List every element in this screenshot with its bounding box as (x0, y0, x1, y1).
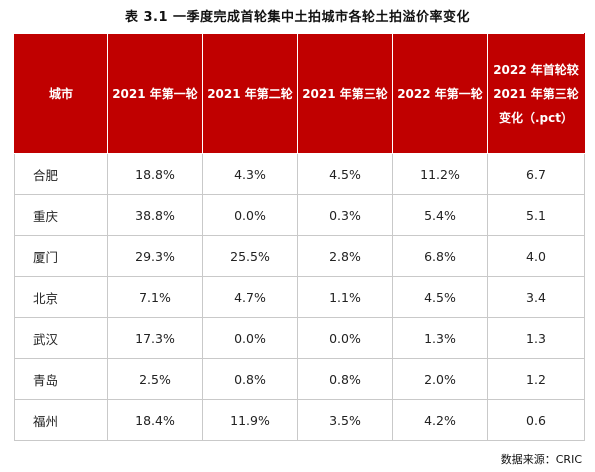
value-cell: 0.8% (202, 358, 298, 400)
header-2021-round-2: 2021 年第二轮 (202, 33, 298, 154)
premium-rate-table: 城市 2021 年第一轮 2021 年第二轮 2021 年第三轮 2022 年第… (14, 33, 585, 441)
header-change-pct: 2022 年首轮较 2021 年第三轮变化（.pct） (487, 33, 585, 154)
value-cell: 2.8% (297, 235, 393, 277)
table-row: 厦门 29.3% 25.5% 2.8% 6.8% 4.0 (14, 235, 585, 277)
value-cell: 0.8% (297, 358, 393, 400)
table-row: 合肥 18.8% 4.3% 4.5% 11.2% 6.7 (14, 153, 585, 195)
value-cell: 18.8% (107, 153, 203, 195)
value-cell: 0.6 (487, 399, 585, 441)
value-cell: 4.2% (392, 399, 488, 441)
value-cell: 11.2% (392, 153, 488, 195)
city-cell: 青岛 (14, 358, 108, 400)
header-2021-round-1: 2021 年第一轮 (107, 33, 203, 154)
value-cell: 3.5% (297, 399, 393, 441)
value-cell: 3.4 (487, 276, 585, 318)
table-row: 青岛 2.5% 0.8% 0.8% 2.0% 1.2 (14, 358, 585, 400)
header-city: 城市 (14, 33, 108, 154)
value-cell: 17.3% (107, 317, 203, 359)
value-cell: 0.0% (297, 317, 393, 359)
city-cell: 北京 (14, 276, 108, 318)
city-cell: 武汉 (14, 317, 108, 359)
table-body: 合肥 18.8% 4.3% 4.5% 11.2% 6.7 重庆 38.8% 0.0% 0.3% 5.… (14, 153, 585, 441)
city-cell: 福州 (14, 399, 108, 441)
value-cell: 4.7% (202, 276, 298, 318)
value-cell: 0.3% (297, 194, 393, 236)
table-row: 武汉 17.3% 0.0% 0.0% 1.3% 1.3 (14, 317, 585, 359)
value-cell: 2.5% (107, 358, 203, 400)
city-cell: 厦门 (14, 235, 108, 277)
value-cell: 5.1 (487, 194, 585, 236)
value-cell: 38.8% (107, 194, 203, 236)
value-cell: 2.0% (392, 358, 488, 400)
value-cell: 0.0% (202, 194, 298, 236)
table-row: 福州 18.4% 11.9% 3.5% 4.2% 0.6 (14, 399, 585, 441)
value-cell: 1.3% (392, 317, 488, 359)
value-cell: 11.9% (202, 399, 298, 441)
header-2022-round-1: 2022 年第一轮 (392, 33, 488, 154)
value-cell: 1.3 (487, 317, 585, 359)
value-cell: 5.4% (392, 194, 488, 236)
value-cell: 6.7 (487, 153, 585, 195)
header-row: 城市 2021 年第一轮 2021 年第二轮 2021 年第三轮 2022 年第… (14, 33, 585, 154)
city-cell: 重庆 (14, 194, 108, 236)
value-cell: 4.5% (392, 276, 488, 318)
value-cell: 6.8% (392, 235, 488, 277)
value-cell: 29.3% (107, 235, 203, 277)
value-cell: 18.4% (107, 399, 203, 441)
value-cell: 7.1% (107, 276, 203, 318)
value-cell: 1.1% (297, 276, 393, 318)
table-title: 表 3.1 一季度完成首轮集中土拍城市各轮土拍溢价率变化 (124, 10, 471, 25)
value-cell: 1.2 (487, 358, 585, 400)
value-cell: 25.5% (202, 235, 298, 277)
value-cell: 0.0% (202, 317, 298, 359)
value-cell: 4.5% (297, 153, 393, 195)
value-cell: 4.0 (487, 235, 585, 277)
header-2021-round-3: 2021 年第三轮 (297, 33, 393, 154)
value-cell: 4.3% (202, 153, 298, 195)
table-row: 北京 7.1% 4.7% 1.1% 4.5% 3.4 (14, 276, 585, 318)
city-cell: 合肥 (14, 153, 108, 195)
data-source-note: 数据来源：CRIC (500, 453, 582, 466)
table-row: 重庆 38.8% 0.0% 0.3% 5.4% 5.1 (14, 194, 585, 236)
